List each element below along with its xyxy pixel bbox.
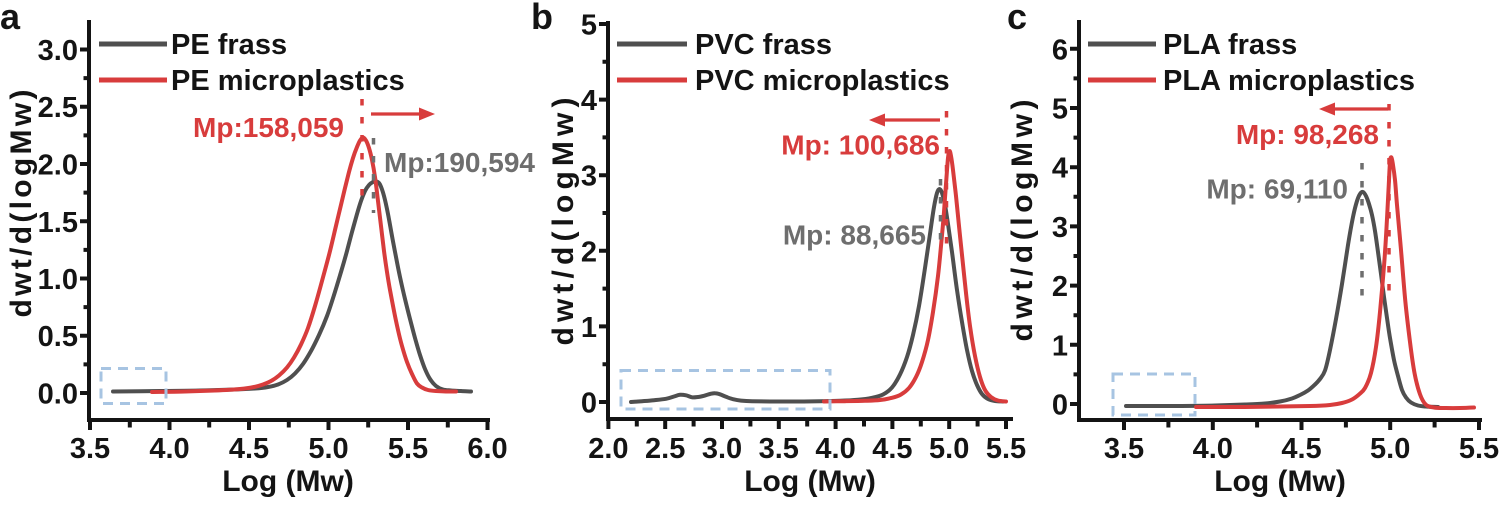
svg-text:1.0: 1.0 [38, 264, 78, 296]
svg-text:PE frass: PE frass [171, 29, 287, 61]
svg-text:2.0: 2.0 [38, 150, 78, 182]
svg-text:4.0: 4.0 [149, 433, 189, 465]
svg-text:5: 5 [1052, 94, 1068, 126]
svg-text:3.5: 3.5 [70, 433, 110, 465]
svg-text:5.0: 5.0 [308, 433, 348, 465]
svg-text:PLA frass: PLA frass [1163, 29, 1297, 61]
svg-text:3.5: 3.5 [759, 433, 799, 465]
svg-text:0: 0 [581, 388, 597, 420]
svg-text:5.0: 5.0 [1370, 433, 1410, 465]
svg-text:2.5: 2.5 [645, 433, 685, 465]
svg-text:Log (Mw): Log (Mw) [744, 465, 876, 498]
svg-text:4.0: 4.0 [1193, 433, 1233, 465]
svg-text:4.0: 4.0 [815, 433, 855, 465]
svg-text:dwt/d(logMw): dwt/d(logMw) [5, 90, 38, 318]
svg-text:Log (Mw): Log (Mw) [222, 465, 354, 498]
svg-text:2: 2 [1052, 271, 1068, 303]
svg-text:1: 1 [1052, 330, 1068, 362]
svg-text:0: 0 [1052, 390, 1068, 422]
svg-text:dwt/d(logMw): dwt/d(logMw) [1006, 100, 1039, 342]
svg-text:Mp: 100,686: Mp: 100,686 [781, 130, 940, 161]
svg-text:4: 4 [581, 85, 597, 117]
svg-text:5: 5 [581, 10, 597, 42]
svg-text:2.5: 2.5 [38, 92, 78, 124]
svg-text:PVC microplastics: PVC microplastics [695, 65, 950, 97]
svg-text:2: 2 [581, 236, 597, 268]
svg-text:0.0: 0.0 [38, 379, 78, 411]
svg-text:5.5: 5.5 [986, 433, 1026, 465]
svg-text:PVC frass: PVC frass [695, 29, 832, 61]
svg-text:PE microplastics: PE microplastics [171, 65, 405, 97]
svg-text:6: 6 [1052, 34, 1068, 66]
svg-text:a: a [0, 0, 21, 37]
svg-text:Mp: 69,110: Mp: 69,110 [1206, 174, 1348, 205]
svg-text:Mp:158,059: Mp:158,059 [193, 112, 344, 143]
svg-text:b: b [531, 0, 553, 37]
svg-text:2.0: 2.0 [588, 433, 628, 465]
svg-text:c: c [1007, 0, 1027, 37]
svg-text:1: 1 [581, 312, 597, 344]
svg-text:Log (Mw): Log (Mw) [1214, 465, 1346, 498]
svg-text:6.0: 6.0 [467, 433, 507, 465]
svg-text:4.5: 4.5 [1281, 433, 1321, 465]
svg-text:5.5: 5.5 [388, 433, 428, 465]
svg-text:3.0: 3.0 [38, 35, 78, 67]
svg-text:3: 3 [1052, 212, 1068, 244]
svg-text:PLA microplastics: PLA microplastics [1163, 65, 1415, 97]
svg-text:Mp: 98,268: Mp: 98,268 [1236, 119, 1379, 150]
svg-text:0.5: 0.5 [38, 321, 78, 353]
svg-text:5.0: 5.0 [929, 433, 969, 465]
svg-text:4.5: 4.5 [872, 433, 912, 465]
svg-text:1.5: 1.5 [38, 207, 78, 239]
svg-text:Mp: 88,665: Mp: 88,665 [783, 220, 926, 251]
svg-text:3: 3 [581, 161, 597, 193]
svg-text:3.0: 3.0 [702, 433, 742, 465]
svg-text:dwt/d(logMw): dwt/d(logMw) [547, 98, 580, 346]
svg-text:5.5: 5.5 [1459, 433, 1499, 465]
svg-text:4: 4 [1052, 153, 1068, 185]
svg-text:4.5: 4.5 [229, 433, 269, 465]
svg-text:Mp:190,594: Mp:190,594 [384, 147, 535, 178]
svg-text:3.5: 3.5 [1104, 433, 1144, 465]
